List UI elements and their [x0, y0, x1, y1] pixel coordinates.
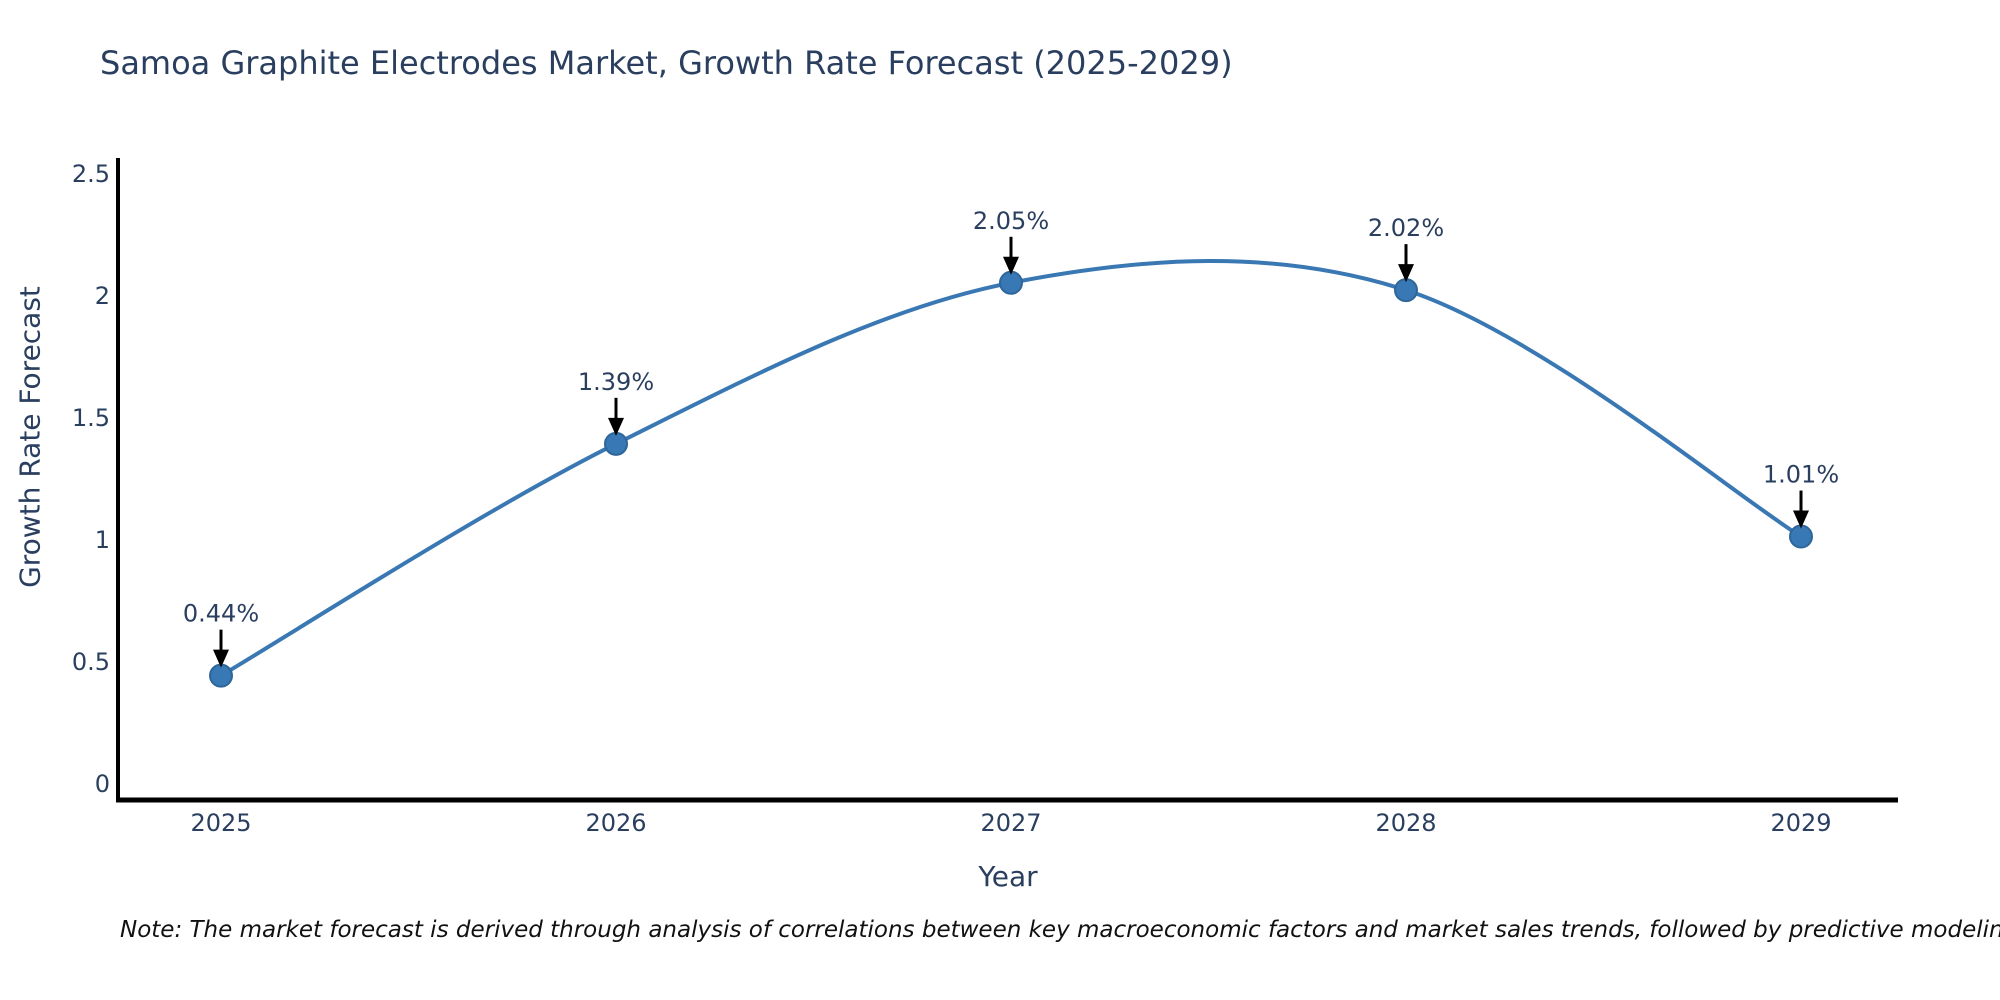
- point-value-label: 1.39%: [578, 368, 654, 396]
- point-value-label: 0.44%: [183, 600, 259, 628]
- x-tick-label: 2026: [585, 809, 646, 837]
- x-tick-label: 2029: [1770, 809, 1831, 837]
- point-value-label: 1.01%: [1763, 461, 1839, 489]
- annotation-arrowhead-icon: [1793, 510, 1809, 529]
- y-tick-label: 0.5: [72, 648, 110, 676]
- annotation-arrowhead-icon: [213, 649, 229, 668]
- y-tick-label: 2.5: [72, 160, 110, 188]
- data-point-marker: [209, 663, 233, 688]
- x-axis-title: Year: [978, 860, 1038, 893]
- x-tick-label: 2028: [1375, 809, 1436, 837]
- point-value-label: 2.05%: [973, 207, 1049, 235]
- footnote: Note: The market forecast is derived thr…: [120, 917, 2000, 943]
- data-point-marker: [604, 431, 628, 456]
- y-tick-label: 2: [95, 282, 110, 310]
- forecast-line: [219, 259, 1803, 678]
- x-tick-label: 2025: [190, 809, 251, 837]
- data-point-marker: [999, 270, 1023, 295]
- y-tick-label: 0: [95, 770, 110, 798]
- y-tick-label: 1: [95, 526, 110, 554]
- annotation-arrowhead-icon: [608, 417, 624, 436]
- point-value-label: 2.02%: [1368, 214, 1444, 242]
- annotation-arrowhead-icon: [1398, 264, 1414, 283]
- x-tick-label: 2027: [980, 809, 1041, 837]
- annotation-arrowhead-icon: [1003, 256, 1019, 275]
- data-point-marker: [1789, 524, 1813, 549]
- data-point-marker: [1394, 278, 1418, 303]
- y-tick-label: 1.5: [72, 404, 110, 432]
- chart-title: Samoa Graphite Electrodes Market, Growth…: [100, 44, 1233, 82]
